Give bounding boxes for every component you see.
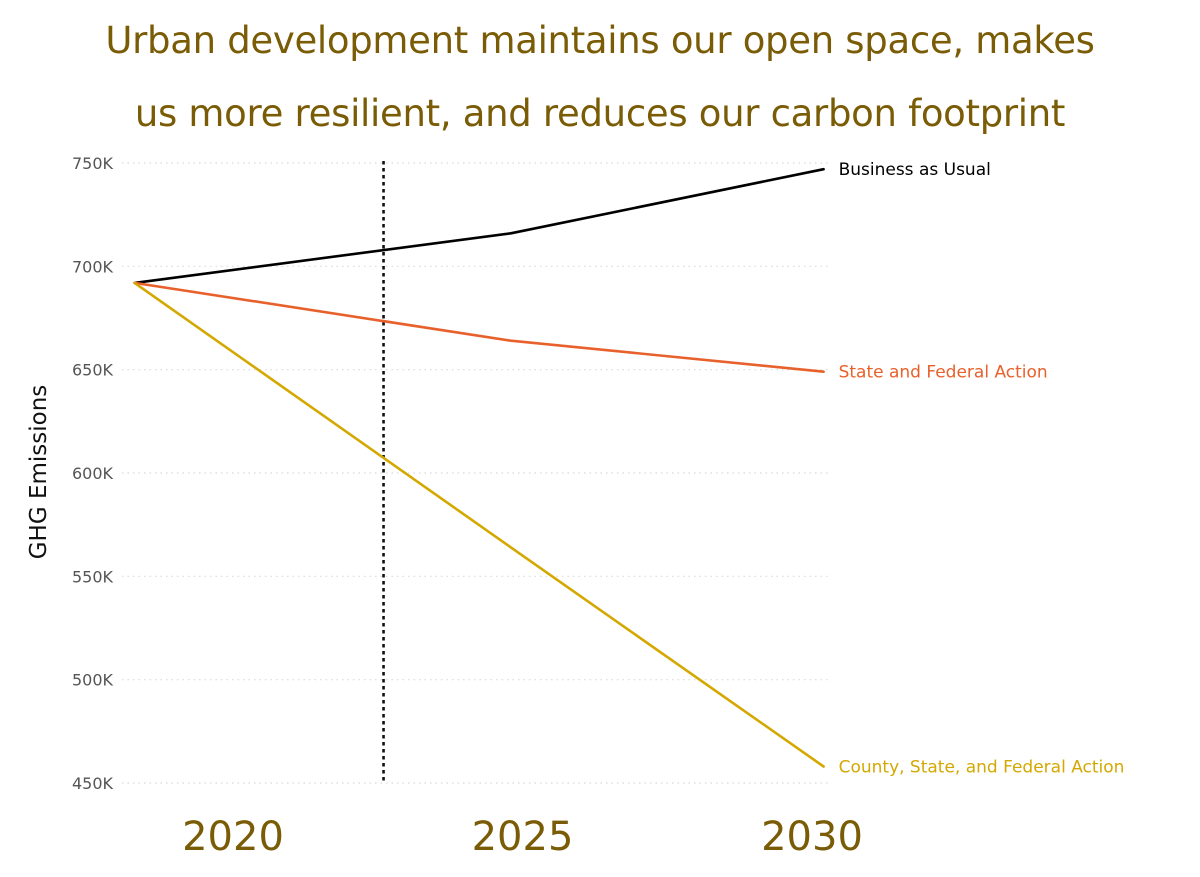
gridlines — [122, 162, 830, 784]
y-tick-label: 700K — [72, 257, 114, 276]
y-axis-label: GHG Emissions — [26, 385, 52, 560]
chart-title: Urban development maintains our open spa… — [0, 4, 1200, 150]
x-axis-ticks: 2020 2025 2030 — [182, 814, 863, 860]
y-tick-label: 450K — [72, 774, 114, 793]
y-tick-label: 600K — [72, 464, 114, 483]
series-line-county-state-and-federal-action — [133, 281, 825, 768]
y-tick-label: 500K — [72, 671, 114, 690]
series-label: State and Federal Action — [839, 363, 1048, 383]
series-lines — [133, 167, 825, 768]
series-label: County, State, and Federal Action — [839, 757, 1125, 777]
chart-title-line-2: us more resilient, and reduces our carbo… — [134, 92, 1066, 135]
series-labels: Business as Usual State and Federal Actio… — [839, 160, 1125, 777]
x-tick-label: 2025 — [472, 814, 574, 860]
y-tick-label: 550K — [72, 567, 114, 586]
y-tick-label: 650K — [72, 361, 114, 380]
x-tick-label: 2030 — [761, 814, 863, 860]
series-line-state-and-federal-action — [133, 281, 825, 374]
x-tick-label: 2020 — [182, 814, 284, 860]
series-line-business-as-usual — [133, 167, 825, 285]
y-axis-ticks: 450K 500K 550K 600K 650K 700K 750K — [72, 154, 114, 793]
series-label: Business as Usual — [839, 160, 991, 180]
chart-title-line-1: Urban development maintains our open spa… — [105, 19, 1095, 62]
y-tick-label: 750K — [72, 154, 114, 173]
